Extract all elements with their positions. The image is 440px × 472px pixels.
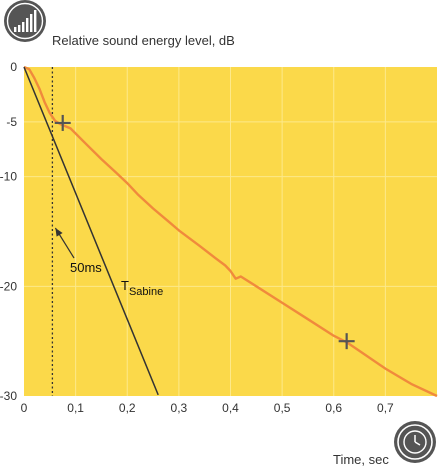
x-tick-label: 0,2 — [119, 401, 136, 415]
x-tick-label: 0,4 — [222, 401, 239, 415]
markers-layer — [54, 114, 355, 350]
bar-chart-icon — [4, 0, 46, 42]
axis-ticks: 0 0,1 0,2 0,3 0,4 0,5 0,6 0,7 0 -5 -10 -20 -30 — [0, 60, 394, 415]
y-axis-title: Relative sound energy level, dB — [52, 33, 235, 48]
x-tick-label: 0,3 — [171, 401, 188, 415]
cross-marker — [54, 114, 71, 131]
vline-arrow-head — [55, 228, 63, 237]
y-tick-label: -10 — [0, 170, 17, 184]
tsabine-label: TSabine — [121, 278, 163, 298]
cross-marker — [338, 333, 355, 350]
tsabine-label-main: T — [121, 278, 129, 293]
x-tick-label: 0,1 — [67, 401, 84, 415]
x-tick-label: 0 — [21, 401, 28, 415]
decay-curve-line — [23, 65, 438, 398]
x-tick-label: 0,5 — [274, 401, 291, 415]
annotations: 50ms TSabine — [54, 227, 163, 298]
y-tick-label: -5 — [6, 115, 17, 129]
y-tick-label: -20 — [0, 279, 17, 293]
series-layer — [23, 65, 438, 398]
clock-icon — [394, 421, 436, 463]
x-tick-label: 0,7 — [377, 401, 394, 415]
tsabine-label-sub: Sabine — [129, 286, 163, 298]
x-axis-title: Time, sec — [333, 452, 389, 467]
y-tick-label: -30 — [0, 389, 17, 403]
vline-label: 50ms — [70, 260, 102, 275]
tsabine-line — [23, 66, 159, 396]
x-tick-label: 0,6 — [325, 401, 342, 415]
y-tick-label: 0 — [10, 60, 17, 74]
